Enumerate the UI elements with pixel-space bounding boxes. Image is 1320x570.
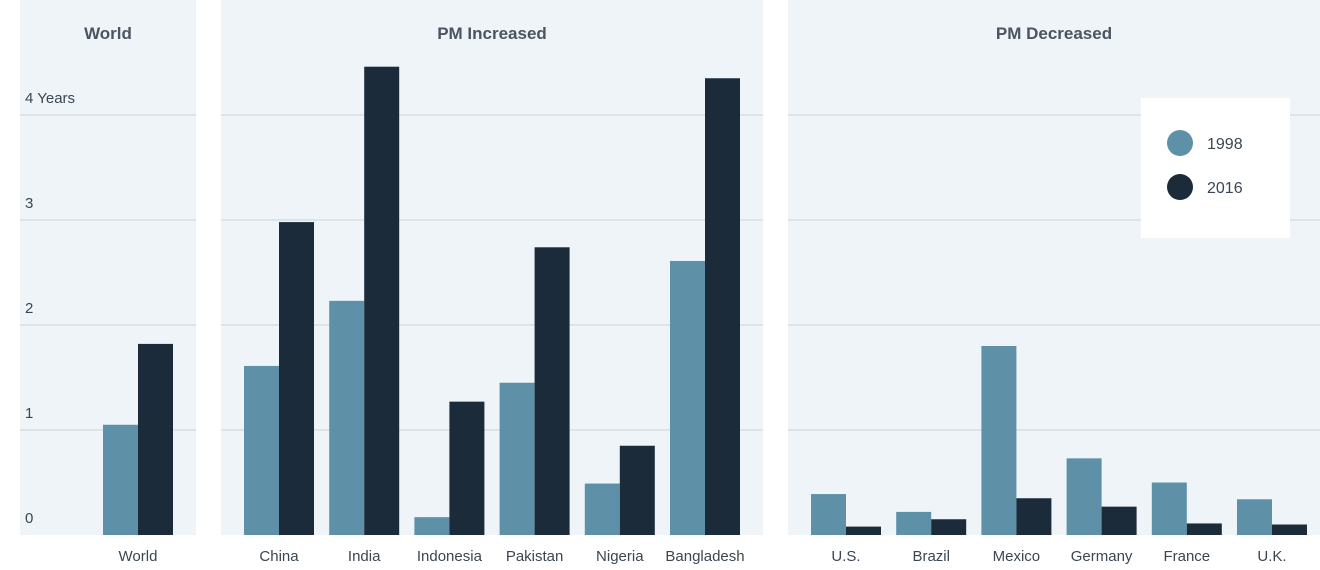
bar-1998: [1066, 458, 1102, 535]
category-label: China: [259, 548, 299, 565]
bar-2016: [846, 526, 881, 535]
bar-2016: [534, 247, 570, 536]
y-tick-label: 4 Years: [25, 90, 75, 107]
panel-title-world: World: [84, 24, 132, 43]
legend-label-2016: 2016: [1207, 180, 1243, 197]
category-label: France: [1163, 548, 1210, 565]
category-label: Nigeria: [596, 548, 644, 565]
bar-2016: [619, 445, 655, 535]
bar-2016: [1272, 524, 1307, 535]
bar-1998: [414, 517, 450, 535]
category-label: Mexico: [993, 548, 1041, 565]
category-label: Brazil: [912, 548, 950, 565]
legend-box: [1141, 98, 1290, 238]
category-label: U.K.: [1257, 548, 1286, 565]
y-tick-label: 2: [25, 300, 33, 317]
bar-1998: [981, 346, 1017, 535]
bar-2016: [931, 519, 967, 535]
bar-2016: [449, 401, 485, 535]
bar-1998: [103, 424, 138, 535]
bar-2016: [705, 78, 740, 535]
category-label: Germany: [1071, 548, 1133, 565]
bar-1998: [811, 494, 846, 535]
category-label: Indonesia: [417, 548, 483, 565]
category-label: Pakistan: [506, 548, 564, 565]
y-tick-label: 3: [25, 195, 33, 212]
bar-1998: [1237, 499, 1272, 535]
bar-1998: [1151, 482, 1187, 535]
bar-2016: [1016, 498, 1052, 535]
bar-2016: [138, 343, 173, 535]
legend-label-1998: 1998: [1207, 136, 1243, 153]
bar-2016: [1101, 506, 1137, 535]
bar-1998: [670, 260, 705, 535]
bar-1998: [244, 365, 279, 535]
bar-1998: [499, 382, 535, 535]
category-label: India: [348, 548, 381, 565]
y-tick-label: 1: [25, 405, 33, 422]
bar-2016: [279, 222, 314, 535]
bar-1998: [584, 483, 620, 535]
bar-2016: [1186, 523, 1222, 535]
category-label: World: [119, 548, 158, 565]
category-label: Bangladesh: [665, 548, 744, 565]
y-tick-label: 0: [25, 510, 33, 527]
bar-1998: [896, 511, 932, 535]
panel-background-pm-decreased: [788, 0, 1320, 535]
category-label: U.S.: [831, 548, 860, 565]
bar-1998: [329, 300, 365, 535]
legend-swatch-1998: [1167, 130, 1193, 156]
legend-swatch-2016: [1167, 174, 1193, 200]
panel-title-pm-increased: PM Increased: [437, 24, 547, 43]
bar-2016: [364, 66, 400, 535]
panel-title-pm-decreased: PM Decreased: [996, 24, 1112, 43]
